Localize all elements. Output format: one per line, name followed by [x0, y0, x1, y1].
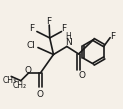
Text: O: O: [37, 90, 44, 99]
Text: O: O: [25, 66, 32, 75]
Text: F: F: [46, 17, 51, 26]
Text: F: F: [62, 24, 67, 33]
Text: N: N: [65, 38, 72, 47]
Text: F: F: [30, 24, 35, 33]
Text: CH₂: CH₂: [13, 81, 27, 90]
Text: Cl: Cl: [27, 41, 35, 50]
Text: F: F: [110, 32, 115, 41]
Text: H: H: [65, 32, 71, 41]
Text: O: O: [78, 71, 85, 80]
Text: CH₃: CH₃: [3, 76, 17, 85]
